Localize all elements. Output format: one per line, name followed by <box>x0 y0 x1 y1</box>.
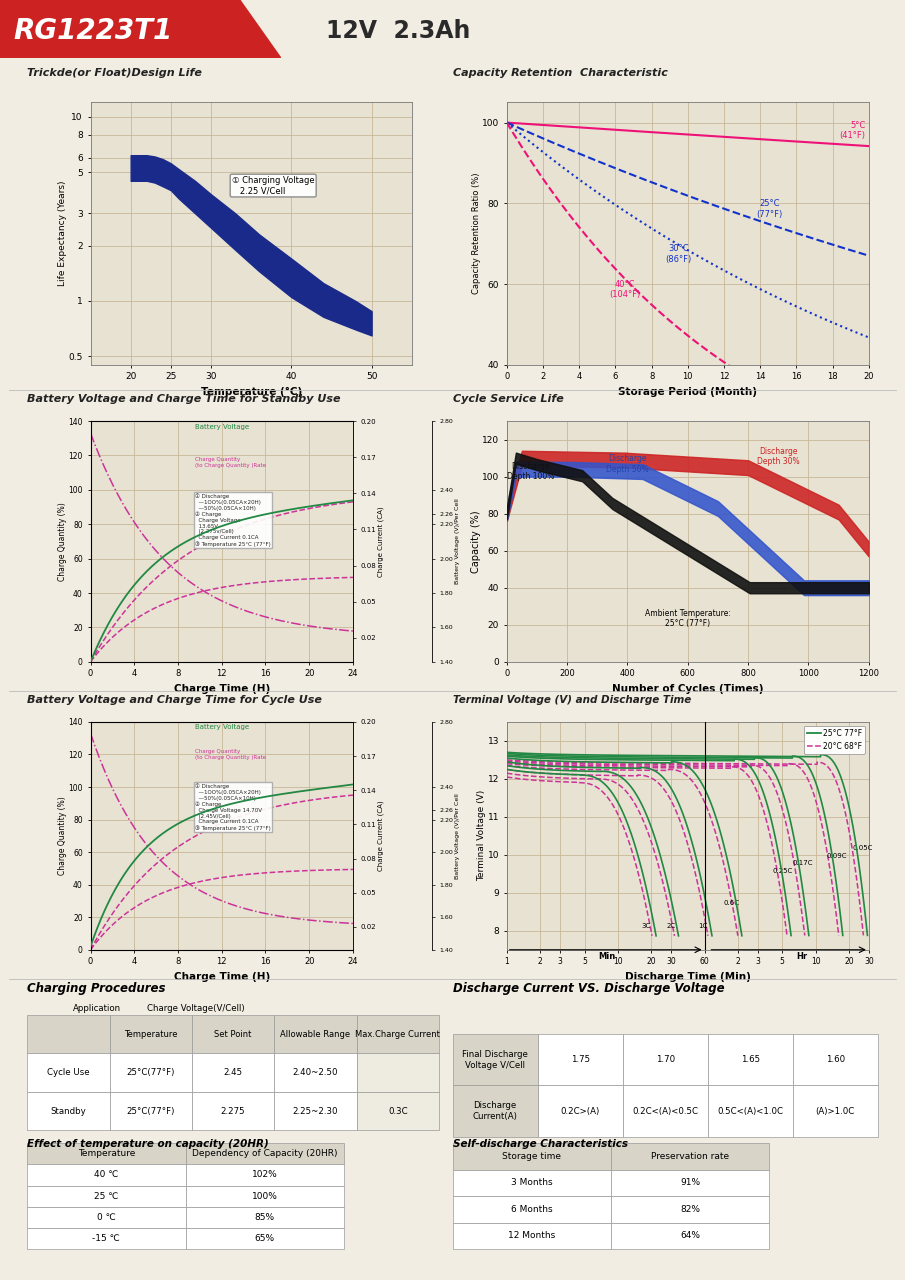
Text: 0.09C: 0.09C <box>826 852 847 859</box>
Text: 5°C
(41°F): 5°C (41°F) <box>839 120 865 140</box>
Y-axis label: Terminal Voltage (V): Terminal Voltage (V) <box>477 790 486 882</box>
Text: Hr: Hr <box>796 951 807 961</box>
Text: Cycle Service Life: Cycle Service Life <box>452 394 563 404</box>
Y-axis label: Battery Voltage (V)/Per Cell: Battery Voltage (V)/Per Cell <box>454 499 460 584</box>
Text: ① Discharge
  —1OO%(0.05CA×20H)
  —50%(0.05CA×10H)
② Charge
  Charge Voltage 14.: ① Discharge —1OO%(0.05CA×20H) —50%(0.05C… <box>195 783 272 831</box>
Polygon shape <box>0 0 281 58</box>
X-axis label: Storage Period (Month): Storage Period (Month) <box>618 387 757 397</box>
Y-axis label: Battery Voltage (V)/Per Cell: Battery Voltage (V)/Per Cell <box>454 794 460 878</box>
Text: Battery Voltage and Charge Time for Standby Use: Battery Voltage and Charge Time for Stan… <box>27 394 340 404</box>
Text: RG1223T1: RG1223T1 <box>14 17 173 45</box>
Y-axis label: Capacity (%): Capacity (%) <box>471 511 481 572</box>
Text: Min: Min <box>598 951 615 961</box>
Text: ① Discharge
  —1OO%(0.05CA×20H)
  —50%(0.05CA×10H)
② Charge
  Charge Voltage
  1: ① Discharge —1OO%(0.05CA×20H) —50%(0.05C… <box>195 493 272 547</box>
Text: Charging Procedures: Charging Procedures <box>27 982 166 995</box>
X-axis label: Number of Cycles (Times): Number of Cycles (Times) <box>612 684 764 694</box>
Text: 1C: 1C <box>699 923 708 929</box>
Text: 3C: 3C <box>642 923 651 929</box>
Y-axis label: Charge Quantity (%): Charge Quantity (%) <box>58 796 67 876</box>
Text: Trickde(or Float)Design Life: Trickde(or Float)Design Life <box>27 68 202 78</box>
Y-axis label: Capacity Retention Ratio (%): Capacity Retention Ratio (%) <box>472 173 481 294</box>
Legend: 25°C 77°F, 20°C 68°F: 25°C 77°F, 20°C 68°F <box>804 726 865 754</box>
Text: 25°C
(77°F): 25°C (77°F) <box>756 200 783 219</box>
Y-axis label: Life Expectancy (Years): Life Expectancy (Years) <box>58 180 67 287</box>
Text: 40°C
(104°F): 40°C (104°F) <box>609 280 640 300</box>
Text: 2C: 2C <box>666 923 676 929</box>
X-axis label: Temperature (°C): Temperature (°C) <box>201 387 301 397</box>
Text: Terminal Voltage (V) and Discharge Time: Terminal Voltage (V) and Discharge Time <box>452 695 691 705</box>
Text: 30°C
(86°F): 30°C (86°F) <box>665 244 692 264</box>
X-axis label: Charge Time (H): Charge Time (H) <box>174 684 270 694</box>
Text: Charge Voltage(V/Cell): Charge Voltage(V/Cell) <box>148 1004 244 1012</box>
Text: Discharge
Depth 30%: Discharge Depth 30% <box>757 447 800 466</box>
Text: Capacity Retention  Characteristic: Capacity Retention Characteristic <box>452 68 667 78</box>
Text: 0.25C: 0.25C <box>772 868 793 874</box>
Text: Battery Voltage: Battery Voltage <box>195 424 250 430</box>
Text: Charge Quantity
(to Charge Quantity )Rate: Charge Quantity (to Charge Quantity )Rat… <box>195 749 267 760</box>
Text: Effect of temperature on capacity (20HR): Effect of temperature on capacity (20HR) <box>27 1139 269 1149</box>
X-axis label: Charge Time (H): Charge Time (H) <box>174 972 270 982</box>
Text: Discharge
Depth 50%: Discharge Depth 50% <box>606 454 649 474</box>
Text: 0.17C: 0.17C <box>793 860 814 867</box>
Text: 0.05C: 0.05C <box>853 845 873 851</box>
Text: Ambient Temperature:
25°C (77°F): Ambient Temperature: 25°C (77°F) <box>645 609 730 628</box>
Text: Battery Voltage and Charge Time for Cycle Use: Battery Voltage and Charge Time for Cycl… <box>27 695 322 705</box>
Y-axis label: Charge Current (CA): Charge Current (CA) <box>377 800 385 872</box>
Text: Discharge Current VS. Discharge Voltage: Discharge Current VS. Discharge Voltage <box>452 982 724 995</box>
Text: Charge Quantity
(to Charge Quantity )Rate: Charge Quantity (to Charge Quantity )Rat… <box>195 457 267 468</box>
Y-axis label: Charge Quantity (%): Charge Quantity (%) <box>58 502 67 581</box>
Text: Discharge
Depth 100%: Discharge Depth 100% <box>507 462 555 481</box>
X-axis label: Discharge Time (Min): Discharge Time (Min) <box>624 972 751 982</box>
Text: Self-discharge Characteristics: Self-discharge Characteristics <box>452 1139 627 1149</box>
Text: Application: Application <box>73 1004 121 1012</box>
Text: 0.6C: 0.6C <box>724 900 739 906</box>
Text: ① Charging Voltage
   2.25 V/Cell: ① Charging Voltage 2.25 V/Cell <box>232 175 314 196</box>
Text: 12V  2.3Ah: 12V 2.3Ah <box>326 18 471 42</box>
Text: Battery Voltage: Battery Voltage <box>195 724 250 730</box>
Y-axis label: Charge Current (CA): Charge Current (CA) <box>377 506 385 577</box>
